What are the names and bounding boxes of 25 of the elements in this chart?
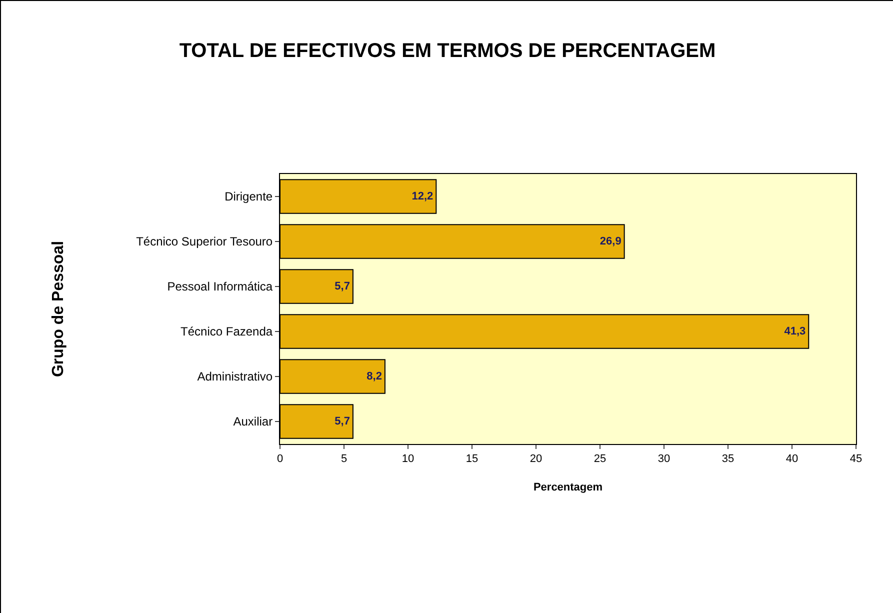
data-label: 26,9 [600,236,622,248]
x-tick-label: 30 [658,453,670,466]
data-label: 5,7 [334,416,350,428]
x-tick-label: 35 [722,453,734,466]
y-axis-title: Grupo de Pessoal [50,240,67,378]
chart-title: TOTAL DE EFECTIVOS EM TERMOS DE PERCENTAGEM [179,40,716,62]
x-tick-label: 0 [276,453,284,466]
x-tick-label: 5 [340,453,348,466]
data-label: 5,7 [334,280,350,293]
x-tick-label: 40 [786,453,798,466]
x-tick-label: 15 [466,453,478,466]
x-tick-label: 25 [594,453,606,466]
x-axis-title: Percentagem [533,481,603,494]
data-label: 8,2 [366,370,382,383]
x-tick-label: 10 [402,453,414,466]
data-label: 41,3 [784,326,806,338]
x-tick-label: 20 [530,453,542,466]
y-tick-label: Técnico Superior Tesouro [136,234,273,249]
x-tick-label: 45 [850,453,862,466]
y-tick-label: Técnico Fazenda [180,324,273,339]
data-label: 12,2 [412,190,434,203]
y-tick-label: Administrativo [197,370,273,384]
y-tick-label: Auxiliar [233,414,273,429]
y-tick-label: Pessoal Informática [167,280,273,294]
y-tick-label: Dirigente [224,190,273,204]
